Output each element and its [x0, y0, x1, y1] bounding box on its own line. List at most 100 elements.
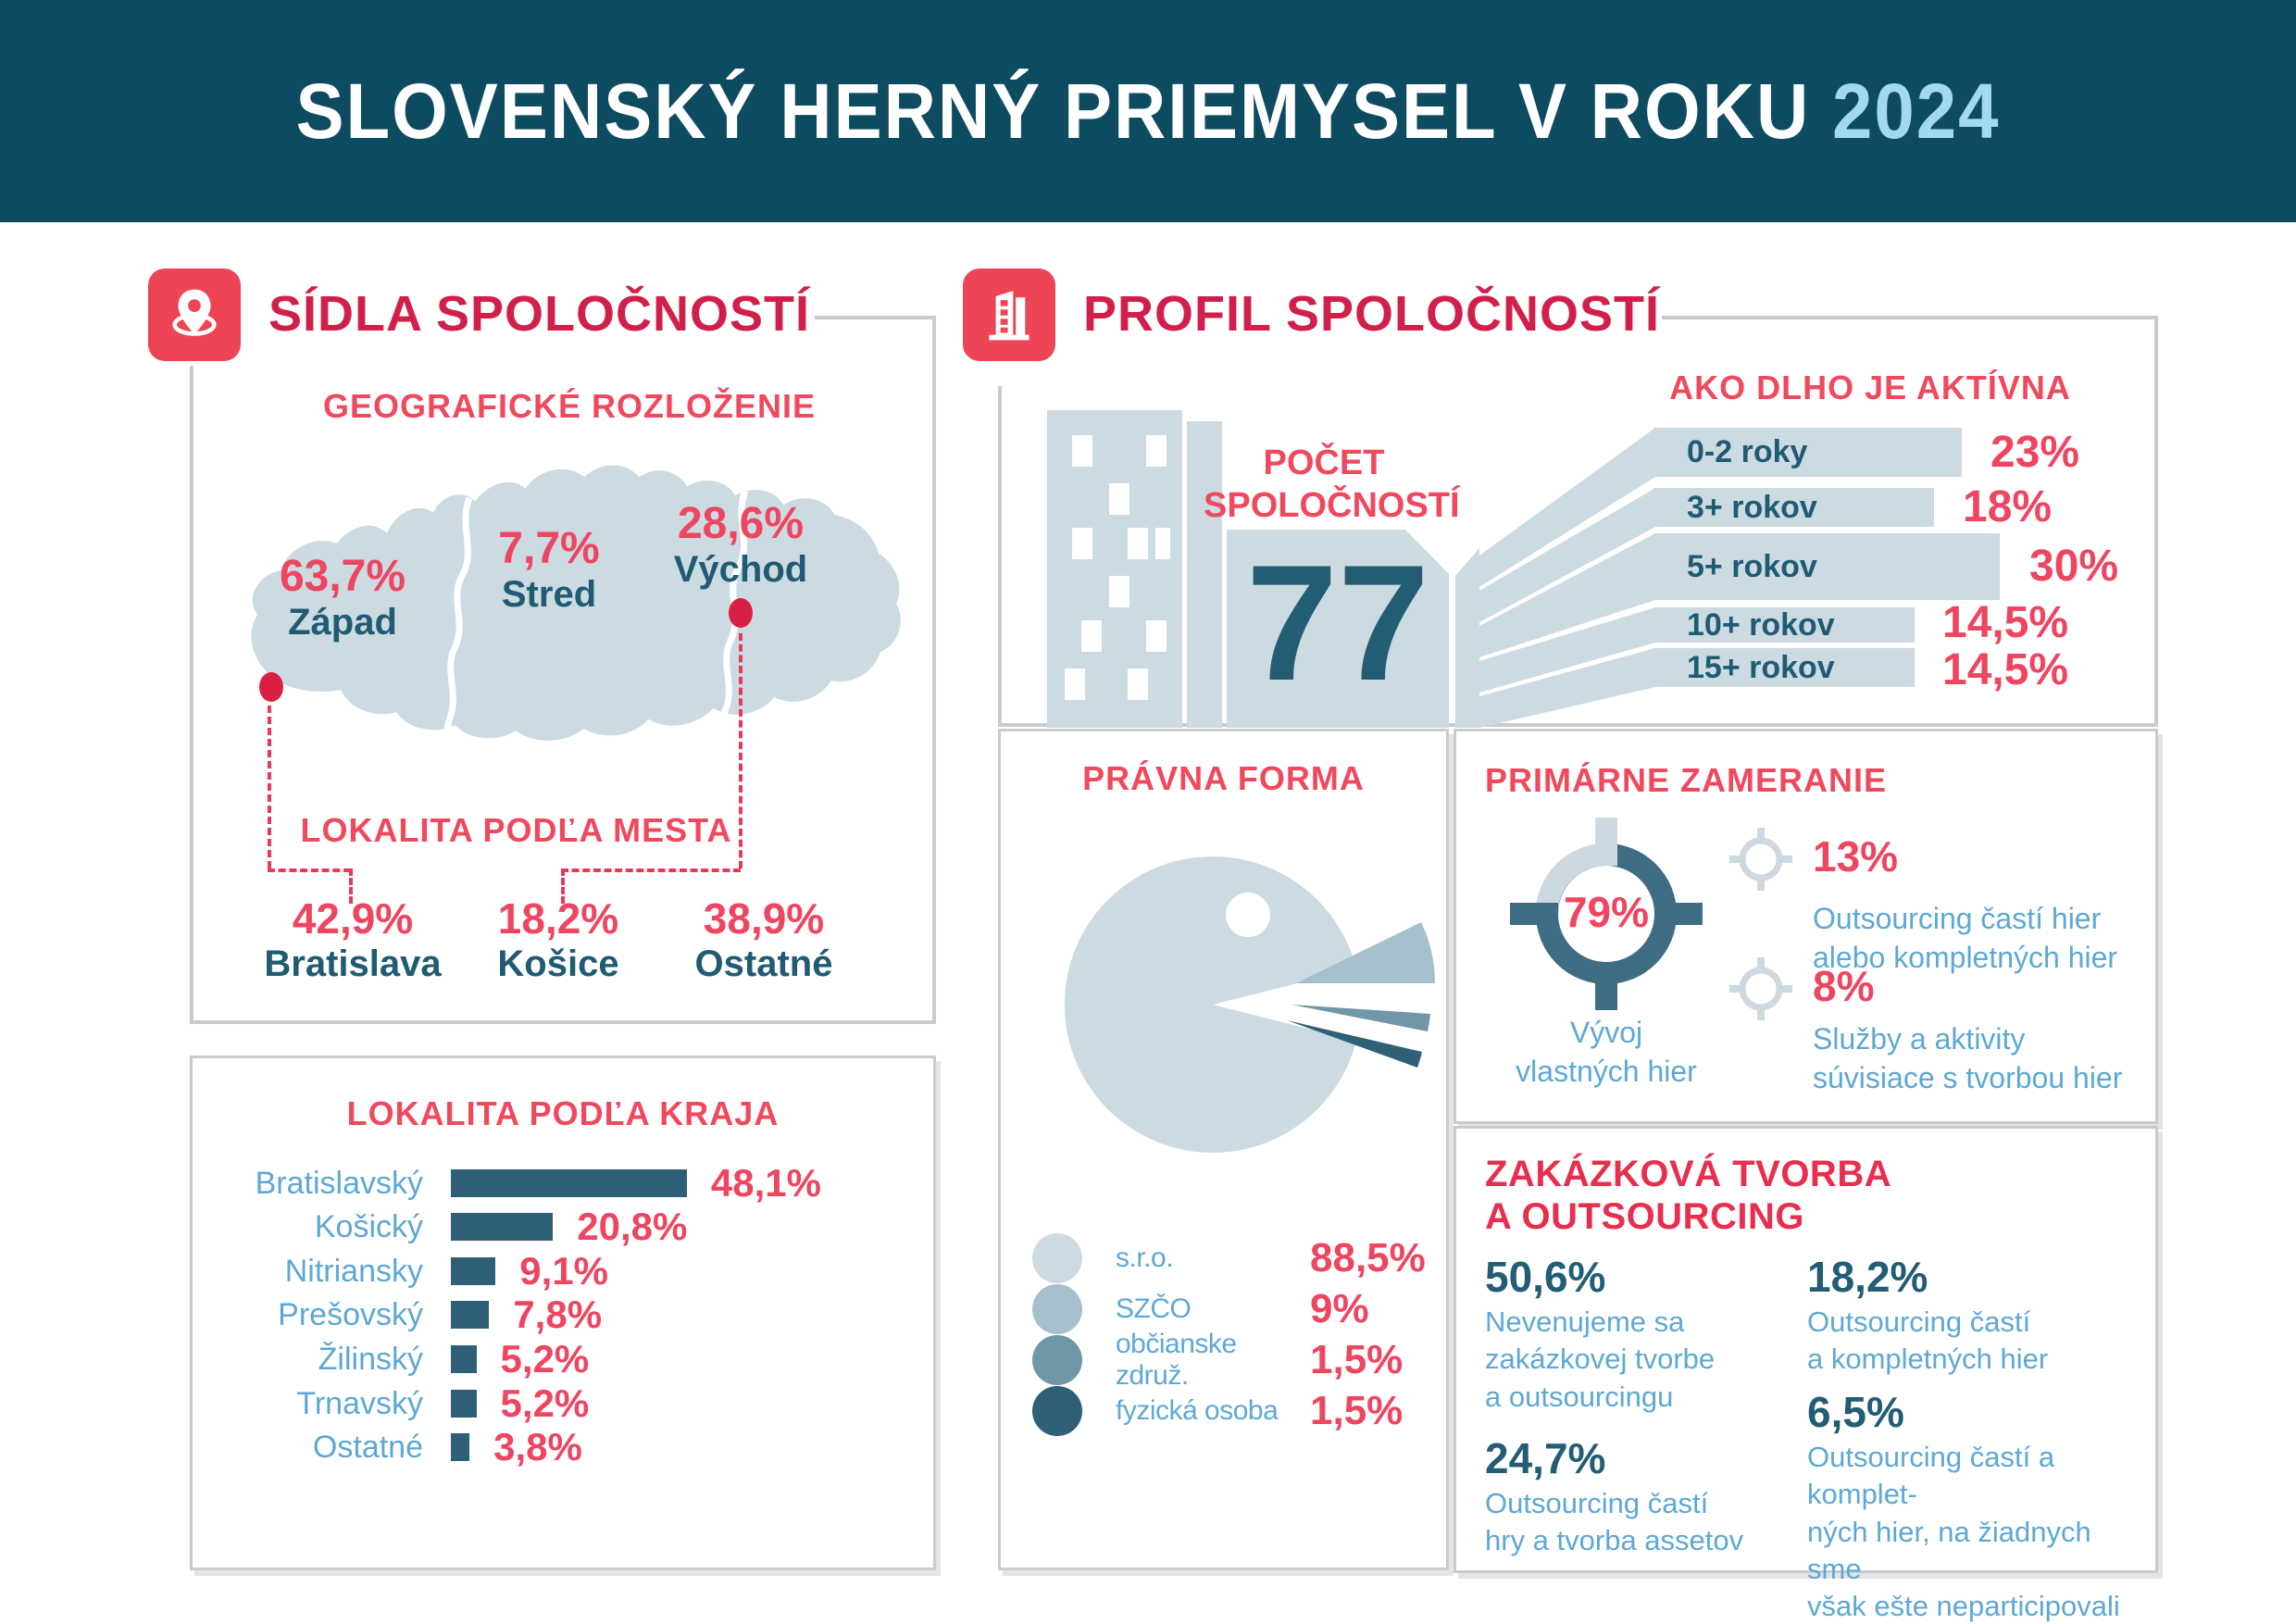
- legend-swatch: [1032, 1335, 1082, 1385]
- buildings-illustration: [1047, 410, 1479, 728]
- focus-item-value: 8%: [1813, 962, 1875, 1010]
- city-kosice-value: 18,2%: [497, 894, 619, 943]
- map-divider-west-central: [442, 496, 473, 740]
- activity-bar-value: 18%: [1963, 482, 2053, 531]
- legend-value: 1,5%: [1310, 1337, 1404, 1382]
- outsourcing-value-2: 24,7%: [1485, 1434, 1606, 1482]
- page-header: SLOVENSKÝ HERNÝ PRIEMYSEL V ROKU 2024: [0, 0, 2296, 222]
- kraj-row-kosicky: Košický 20,8%: [196, 1205, 918, 1248]
- kraj-label: Bratislavský: [255, 1165, 423, 1201]
- kraj-label: Ostatné: [312, 1429, 423, 1465]
- dashed-line: [561, 868, 741, 872]
- legend-value: 88,5%: [1310, 1235, 1426, 1280]
- legend-label: fyzická osoba: [1116, 1395, 1279, 1426]
- city-bratislava-value: 42,9%: [292, 894, 414, 943]
- city-bratislava-name: Bratislava: [264, 943, 442, 984]
- activity-bar-label: 3+ rokov: [1687, 489, 1817, 525]
- dashed-line: [268, 706, 271, 868]
- activity-bar-value: 14,5%: [1942, 598, 2069, 647]
- kraj-value: 48,1%: [710, 1161, 822, 1205]
- city-kosice-name: Košice: [497, 943, 619, 984]
- city-ostatne-name: Ostatné: [694, 943, 833, 984]
- region-stred: 7,7% Stred: [456, 523, 642, 616]
- region-zapad-name: Západ: [288, 602, 397, 643]
- activity-bar-0-2: 0-2 roky: [1653, 428, 1962, 477]
- kraj-label: Trnavský: [296, 1385, 423, 1421]
- pie-slice-obcianske: [1292, 1005, 1430, 1031]
- activity-bar-label: 5+ rokov: [1687, 548, 1817, 584]
- dashed-line: [268, 868, 351, 872]
- pie-slice-fyzicka: [1287, 1020, 1422, 1068]
- region-stred-name: Stred: [501, 574, 597, 615]
- legend-swatch: [1032, 1386, 1082, 1436]
- kraj-value: 5,2%: [500, 1381, 590, 1425]
- outsourcing-text-1: Nevenujeme sa zakázkovej tvorbe a outsou…: [1485, 1305, 1716, 1413]
- legend-value: 9%: [1310, 1286, 1369, 1331]
- activity-bar-label: 0-2 roky: [1687, 434, 1808, 469]
- kraj-row-nitriansky: Nitriansky 9,1%: [196, 1249, 918, 1293]
- kraj-chart-box: [190, 1056, 936, 1570]
- activity-bar-label: 10+ rokov: [1687, 606, 1835, 643]
- legend-label: s.r.o.: [1116, 1243, 1174, 1273]
- right-panel-title: PROFIL SPOLOČNOSTÍ: [1083, 286, 1661, 342]
- kraj-row-presovsky: Prešovský 7,8%: [196, 1293, 918, 1336]
- legend-row-sro: s.r.o. 88,5%: [1032, 1232, 1430, 1284]
- legend-swatch: [1032, 1284, 1082, 1334]
- region-zapad: 63,7% Západ: [250, 551, 435, 643]
- building-icon: [963, 269, 1055, 361]
- outsourcing-text-3: Outsourcing častí a kompletných hier: [1807, 1305, 2049, 1376]
- top-box-bottom-border: [998, 723, 2158, 727]
- activity-bar-15plus: 15+ rokov: [1653, 648, 1915, 687]
- city-kosice: 18,2% Košice: [455, 893, 661, 985]
- outsourcing-text-2: Outsourcing častí hry a tvorba assetov: [1485, 1487, 1744, 1557]
- left-panel-title: SÍDLA SPOLOČNOSTÍ: [268, 286, 811, 342]
- company-count-label: POČET SPOLOČNOSTÍ: [1204, 443, 1460, 525]
- activity-bar-label: 15+ rokov: [1687, 649, 1835, 685]
- outsourcing-value-3: 18,2%: [1807, 1253, 1928, 1301]
- map-dot-west: [259, 672, 283, 702]
- kraj-row-bratislavsky: Bratislavský 48,1%: [196, 1161, 918, 1205]
- activity-bar-5plus: 5+ rokov: [1653, 533, 2000, 600]
- focus-item-label: Outsourcing častí hier alebo kompletných…: [1813, 902, 2118, 974]
- kraj-row-ostatne: Ostatné 3,8%: [196, 1425, 918, 1468]
- kraj-bar: [451, 1213, 554, 1241]
- focus-item-value: 13%: [1813, 832, 1899, 881]
- focus-item-label: Služby a aktivity súvisiace s tvorbou hi…: [1813, 1022, 2123, 1094]
- left-box1-right-border: [932, 316, 936, 1023]
- region-vychod: 28,6% Východ: [648, 498, 833, 591]
- activity-chart-title: AKO DLHO JE AKTÍVNA: [1669, 369, 2071, 406]
- outsourcing-box: [1454, 1126, 2158, 1573]
- kraj-chart-title: LOKALITA PODĽA KRAJA: [346, 1094, 780, 1132]
- primary-focus-title: PRIMÁRNE ZAMERANIE: [1485, 761, 1888, 799]
- outsourcing-title: ZAKÁZKOVÁ TVORBA A OUTSOURCING: [1485, 1154, 1892, 1237]
- kraj-value: 20,8%: [577, 1205, 688, 1248]
- activity-bar-value: 23%: [1990, 428, 2080, 477]
- pie-slice-szco: [1296, 922, 1436, 983]
- sankey-funnels: [1479, 428, 1655, 728]
- activity-bar-3plus: 3+ rokov: [1653, 488, 1934, 527]
- region-stred-value: 7,7%: [498, 524, 600, 573]
- activity-bar-value: 30%: [2029, 542, 2119, 591]
- activity-bar-value: 14,5%: [1942, 645, 2069, 694]
- kraj-value: 5,2%: [500, 1337, 590, 1380]
- kraj-row-zilinsky: Žilinský 5,2%: [196, 1337, 918, 1380]
- city-ostatne: 38,9% Ostatné: [661, 893, 867, 985]
- legal-form-title: PRÁVNA FORMA: [1082, 759, 1365, 797]
- by-city-title: LOKALITA PODĽA MESTA: [300, 811, 732, 849]
- location-pin-icon: [148, 269, 241, 361]
- outsourcing-text-4: Outsourcing častí a komplet- ných hier, …: [1807, 1441, 2120, 1623]
- dashed-line: [349, 868, 353, 904]
- outsourcing-value-1: 50,6%: [1485, 1253, 1606, 1301]
- region-zapad-value: 63,7%: [279, 552, 406, 601]
- crosshair-icon: [1729, 828, 1792, 891]
- page-title-year: 2024: [1832, 66, 2001, 155]
- dashed-line: [739, 633, 742, 868]
- city-bratislava: 42,9% Bratislava: [250, 893, 455, 985]
- pie-slice-sro: [1064, 856, 1356, 1153]
- kraj-label: Prešovský: [278, 1296, 423, 1332]
- kraj-bar: [451, 1301, 490, 1329]
- geo-distribution-title: GEOGRAFICKÉ ROZLOŽENIE: [322, 387, 816, 425]
- legend-label: občianske združ.: [1116, 1329, 1237, 1391]
- target-icon: [1510, 818, 1703, 1010]
